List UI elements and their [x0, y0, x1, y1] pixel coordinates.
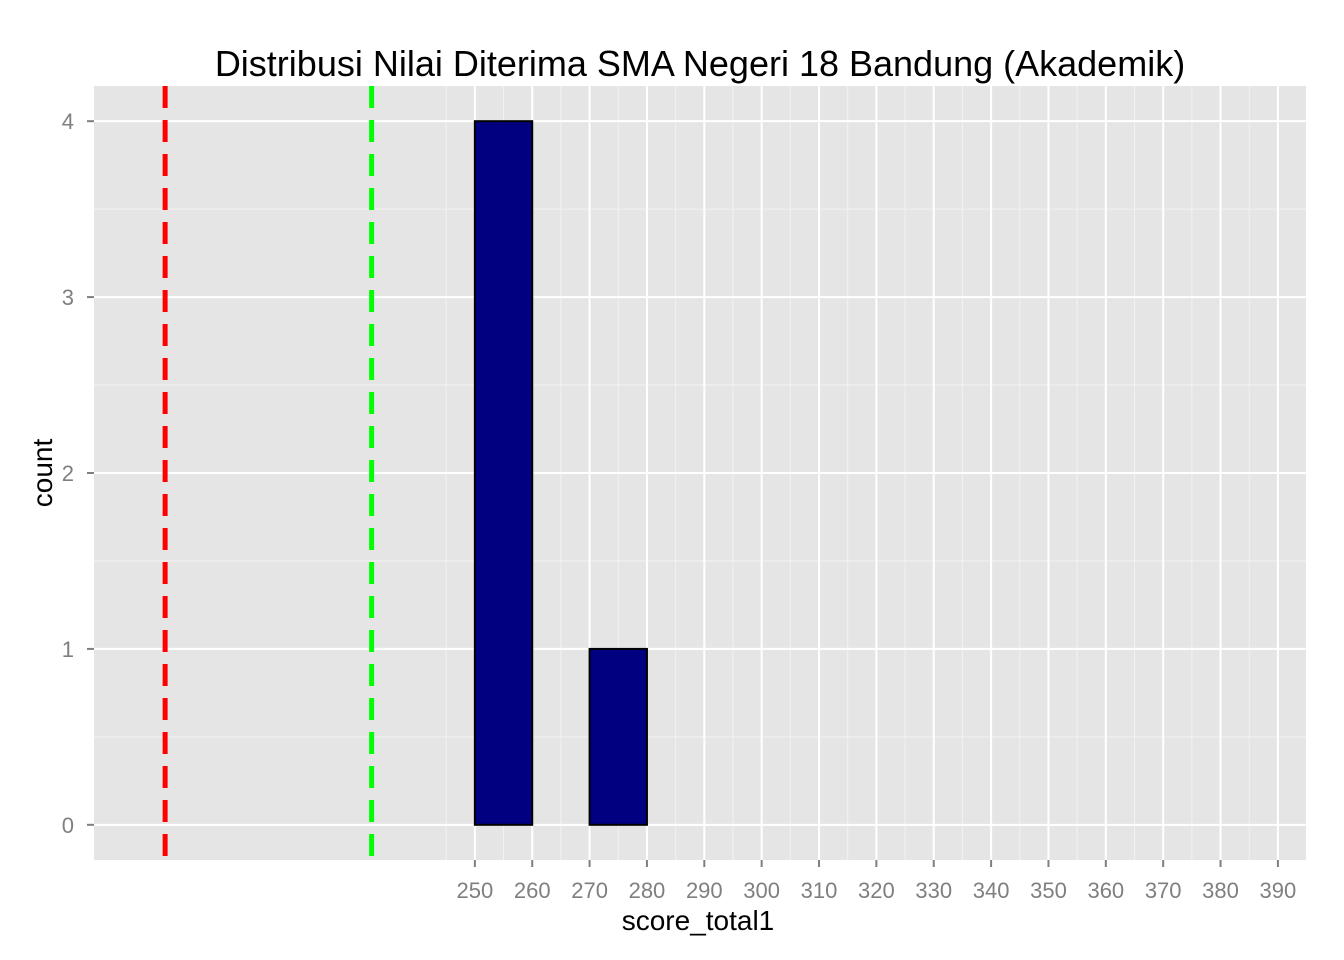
x-tick-label: 380	[1202, 878, 1239, 903]
x-tick-label: 270	[571, 878, 608, 903]
x-tick-label: 260	[514, 878, 551, 903]
y-axis-title: count	[27, 439, 58, 508]
x-tick-label: 250	[457, 878, 494, 903]
x-tick-label: 370	[1145, 878, 1182, 903]
x-tick-label: 390	[1260, 878, 1297, 903]
x-tick-label: 350	[1030, 878, 1067, 903]
y-tick-labels: 0 1 2 3 4	[62, 109, 74, 838]
y-tick-label: 3	[62, 285, 74, 310]
x-tick-label: 280	[629, 878, 666, 903]
x-tick-label: 320	[858, 878, 895, 903]
y-tick-label: 0	[62, 813, 74, 838]
y-tick-label: 2	[62, 461, 74, 486]
histogram-bar	[588, 647, 648, 826]
chart-title: Distribusi Nilai Diterima SMA Negeri 18 …	[215, 43, 1185, 84]
x-axis-title: score_total1	[622, 905, 775, 936]
y-tick-label: 4	[62, 109, 74, 134]
reference-lines	[162, 86, 375, 860]
x-tick-labels: 250 260 270 280 290 300 310 320 330 340 350 360 370 3…	[457, 878, 1297, 903]
y-tick-label: 1	[62, 637, 74, 662]
histogram-bar	[473, 120, 534, 826]
x-tick-label: 300	[743, 878, 780, 903]
x-tick-label: 290	[686, 878, 723, 903]
axis-ticks	[87, 120, 1279, 867]
x-tick-label: 330	[915, 878, 952, 903]
x-tick-label: 310	[801, 878, 838, 903]
x-tick-label: 340	[973, 878, 1010, 903]
histogram-bars	[473, 120, 648, 826]
x-tick-label: 360	[1087, 878, 1124, 903]
